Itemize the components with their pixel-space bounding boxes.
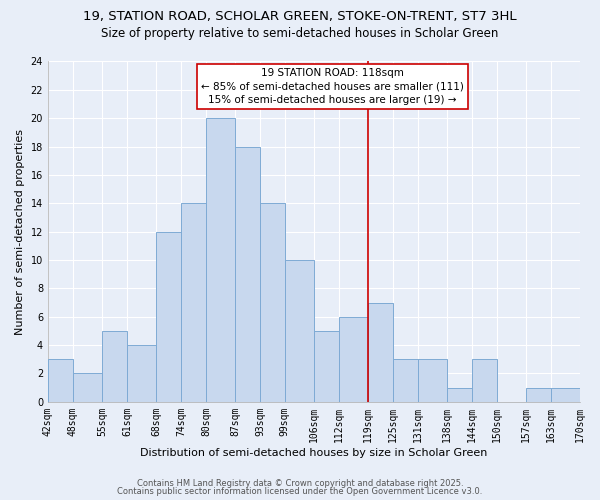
- Bar: [127, 345, 156, 402]
- Bar: [73, 374, 102, 402]
- Y-axis label: Number of semi-detached properties: Number of semi-detached properties: [15, 128, 25, 334]
- Text: Contains public sector information licensed under the Open Government Licence v3: Contains public sector information licen…: [118, 487, 482, 496]
- Bar: [418, 360, 447, 402]
- Bar: [314, 331, 339, 402]
- Bar: [156, 232, 181, 402]
- Bar: [260, 204, 285, 402]
- Bar: [551, 388, 580, 402]
- Bar: [285, 260, 314, 402]
- Bar: [181, 204, 206, 402]
- Bar: [102, 331, 127, 402]
- Text: Contains HM Land Registry data © Crown copyright and database right 2025.: Contains HM Land Registry data © Crown c…: [137, 478, 463, 488]
- Bar: [393, 360, 418, 402]
- Text: 19 STATION ROAD: 118sqm
← 85% of semi-detached houses are smaller (111)
15% of s: 19 STATION ROAD: 118sqm ← 85% of semi-de…: [201, 68, 464, 104]
- Bar: [206, 118, 235, 402]
- Text: Size of property relative to semi-detached houses in Scholar Green: Size of property relative to semi-detach…: [101, 28, 499, 40]
- X-axis label: Distribution of semi-detached houses by size in Scholar Green: Distribution of semi-detached houses by …: [140, 448, 488, 458]
- Bar: [235, 146, 260, 402]
- Bar: [339, 317, 368, 402]
- Bar: [447, 388, 472, 402]
- Text: 19, STATION ROAD, SCHOLAR GREEN, STOKE-ON-TRENT, ST7 3HL: 19, STATION ROAD, SCHOLAR GREEN, STOKE-O…: [83, 10, 517, 23]
- Bar: [472, 360, 497, 402]
- Bar: [526, 388, 551, 402]
- Bar: [368, 302, 393, 402]
- Bar: [48, 360, 73, 402]
